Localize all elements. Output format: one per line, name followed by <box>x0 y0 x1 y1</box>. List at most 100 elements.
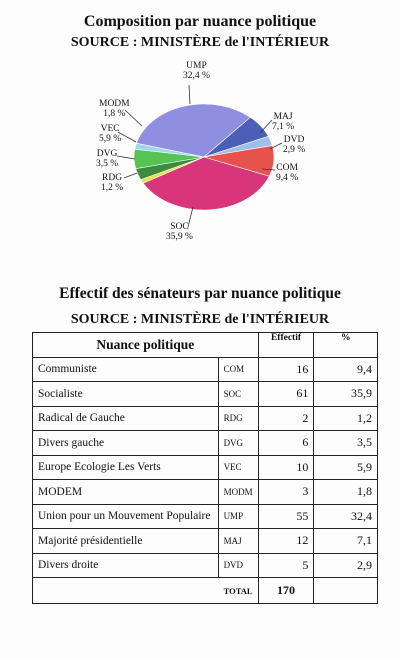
table-row: Union pour un Mouvement Populaire UMP 55 32… <box>32 503 378 529</box>
row-effectif: 5 <box>257 552 315 578</box>
total-value: 170 <box>257 577 315 604</box>
row-code: MODM <box>217 479 259 505</box>
leader-line-dvd <box>269 142 283 150</box>
chart-title: Composition par nuance politique <box>83 13 317 30</box>
leader-line-com <box>261 168 276 171</box>
pie-svg <box>116 84 283 228</box>
pie-label-name: DVD <box>283 135 305 145</box>
leader-line-rdg <box>123 172 138 179</box>
header-nuance: Nuance politique <box>32 332 259 358</box>
total-pct-empty <box>313 577 378 604</box>
pie-label-value: 1,8 % <box>103 109 126 119</box>
pie-label-ump: UMP 32,4 % <box>183 61 210 81</box>
pie-label-maj: MAJ 7,1 % <box>272 112 294 132</box>
pie-label-name: COM <box>276 163 298 173</box>
table-row: Radical de Gauche RDG 2 1,2 <box>32 405 378 431</box>
pie-label-value: 9,4 % <box>276 173 299 183</box>
row-name: Divers droite <box>32 552 219 578</box>
table-row: Divers gauche DVG 6 3,5 <box>32 430 378 456</box>
row-name: MODEM <box>32 479 219 505</box>
row-effectif: 2 <box>257 405 315 431</box>
pie-label-value: 35,9 % <box>166 232 193 242</box>
pie-label-value: 3,5 % <box>96 159 119 169</box>
table-source: SOURCE : MINISTÈRE de l'INTÉRIEUR <box>70 312 330 327</box>
row-code: UMP <box>217 503 259 529</box>
header-pct: % <box>313 332 378 358</box>
row-name: Socialiste <box>32 381 219 407</box>
row-effectif: 3 <box>257 479 315 505</box>
pie-label-name: MAJ <box>273 112 293 122</box>
row-code: RDG <box>217 405 259 431</box>
pie-label-value: 32,4 % <box>183 71 210 81</box>
row-effectif: 6 <box>257 430 315 456</box>
pie-label-soc: SOC 35,9 % <box>166 222 193 242</box>
row-name: Divers gauche <box>32 430 219 456</box>
pie-label-modm: MODM 1,8 % <box>99 99 130 119</box>
pie-label-dvd: DVD 2,9 % <box>283 135 305 155</box>
row-code: SOC <box>217 381 259 407</box>
header-effectif: Effectif <box>257 332 315 358</box>
table-title: Effectif des sénateurs par nuance politi… <box>59 285 341 302</box>
row-effectif: 16 <box>257 356 315 382</box>
row-name: Majorité présidentielle <box>32 528 219 554</box>
row-pct: 2,9 <box>313 552 378 578</box>
pie-label-name: SOC <box>170 222 189 232</box>
pie-label-value: 1,2 % <box>101 183 124 193</box>
total-spacer <box>32 577 219 604</box>
row-code: DVG <box>217 430 259 456</box>
pie-label-value: 5,9 % <box>99 134 122 144</box>
row-effectif: 61 <box>257 381 315 407</box>
table-row: Majorité présidentielle MAJ 12 7,1 <box>32 528 378 554</box>
leader-line-ump <box>188 84 191 105</box>
total-row: TOTAL 170 <box>32 577 378 604</box>
table-row: Communiste COM 16 9,4 <box>32 356 378 382</box>
chart-source: SOURCE : MINISTÈRE de l'INTÉRIEUR <box>70 35 330 50</box>
leader-line-maj <box>259 119 273 134</box>
row-effectif: 10 <box>257 454 315 480</box>
pie-label-dvg: DVG 3,5 % <box>96 149 118 169</box>
row-pct: 1,2 <box>313 405 378 431</box>
senators-table: Nuance politique Effectif % Communiste CO… <box>32 332 378 604</box>
pie-label-name: UMP <box>186 61 207 71</box>
row-name: Radical de Gauche <box>32 405 219 431</box>
row-pct: 32,4 <box>313 503 378 529</box>
row-effectif: 55 <box>257 503 315 529</box>
pie-label-name: MODM <box>99 99 130 109</box>
table-row: Divers droite DVD 5 2,9 <box>32 552 378 578</box>
row-pct: 7,1 <box>313 528 378 554</box>
total-label: TOTAL <box>218 577 259 604</box>
leader-line-dvg <box>116 155 136 160</box>
pie-slice-soc <box>142 156 270 211</box>
table-row: Europe Ecologie Les Verts VEC 10 5,9 <box>32 454 378 480</box>
pie-label-name: VEC <box>100 124 120 134</box>
row-pct: 5,9 <box>313 454 378 480</box>
pie-slice-ump <box>135 103 251 158</box>
row-name: Union pour un Mouvement Populaire <box>32 503 219 529</box>
row-code: DVD <box>217 552 259 578</box>
leader-line-vec <box>117 131 137 143</box>
row-effectif: 12 <box>257 528 315 554</box>
row-pct: 9,4 <box>313 356 378 382</box>
row-code: COM <box>217 356 259 382</box>
row-pct: 1,8 <box>313 479 378 505</box>
pie-label-value: 7,1 % <box>272 122 295 132</box>
pie-label-name: DVG <box>96 149 118 159</box>
pie-chart: UMP 32,4 % MAJ 7,1 % DVD 2,9 % COM 9,4 % SOC 35,9… <box>0 55 400 255</box>
table-row: MODEM MODM 3 1,8 <box>32 479 378 505</box>
table-row: Socialiste SOC 61 35,9 <box>32 381 378 407</box>
row-pct: 3,5 <box>313 430 378 456</box>
pie-label-name: RDG <box>102 173 123 183</box>
pie-label-com: COM 9,4 % <box>276 163 298 183</box>
leader-line-soc <box>187 206 194 228</box>
row-name: Communiste <box>32 356 219 382</box>
row-code: MAJ <box>217 528 259 554</box>
pie-label-vec: VEC 5,9 % <box>99 124 121 144</box>
table-header-row: Nuance politique Effectif % <box>32 332 378 358</box>
pie-slice-modm <box>134 142 205 158</box>
leader-line-modm <box>124 109 143 127</box>
row-name: Europe Ecologie Les Verts <box>32 454 219 480</box>
pie-label-value: 2,9 % <box>283 145 306 155</box>
row-code: VEC <box>217 454 259 480</box>
pie-label-rdg: RDG 1,2 % <box>101 173 123 193</box>
row-pct: 35,9 <box>313 381 378 407</box>
